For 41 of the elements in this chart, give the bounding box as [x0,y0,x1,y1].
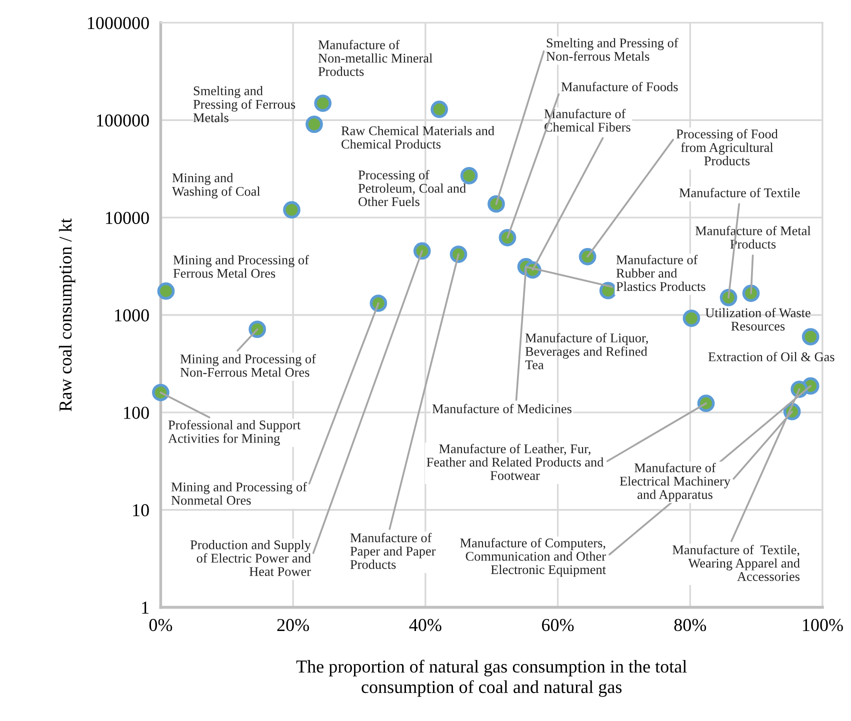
annotation: Manufacture of Foods [561,82,678,92]
annotation: Extraction of Oil & Gas [708,352,834,362]
annotation: Manufacture of Non-metallic Mineral Products [318,40,432,76]
annotation: Manufacture of Rubber and Plastics Products [616,254,706,291]
x-tick-label: 0% [149,618,172,632]
annotation: Manufacture of Liquor, Beverages and Refined Tea [525,333,648,370]
annotation: Manufacture of Medicines [432,404,572,414]
y-tick-label: 10 [133,504,149,516]
annotation: Professional and Support Activities for Mining [168,420,301,446]
x-tick-label: 40% [409,618,442,632]
annotation: Manufacture of Paper and Paper Products [350,532,436,569]
annotation: Utilization of Waste Resources [705,308,810,331]
annotation: Production and Supply of Electric Power and Heat Power [190,540,311,576]
annotation: Raw Chemical Materials and Chemical Products [341,126,494,149]
x-tick-label: 100% [803,618,843,632]
x-axis-title: The proportion of natural gas consumption in the total consumption of coal and natural gas [296,660,687,697]
annotation: Manufacture of Textile [679,188,800,198]
annotation: Manufacture of Electrical Machinery and Apparatus [620,462,730,502]
y-axis-title: Raw coal consumption / kt [58,218,76,412]
annotation: Manufacture of Chemical Fibers [544,108,630,132]
annotation: Mining and Processing of Non-Ferrous Metal Ores [180,354,316,377]
y-tick-label: 100000 [97,114,149,127]
y-tick-label: 1000 [115,309,149,322]
annotation: Mining and Processing of Ferrous Metal Ores [173,255,309,278]
annotation: Manufacture of Leather, Fur, Feather and Related Products and Footwear [426,444,604,480]
y-tick-label: 1 [142,602,149,614]
x-tick-label: 60% [542,618,574,632]
annotation: Smelting and Pressing of Ferrous Metals [193,86,296,122]
x-tick-label: 20% [277,618,309,632]
y-tick-label: 1000000 [88,16,149,30]
annotation: Mining and Washing of Coal [172,173,260,199]
annotation: Smelting and Pressing of Non-ferrous Metals [546,38,678,61]
annotation: Manufacture of Computers, Communication and Other Electronic Equipment [460,538,606,577]
annotation: Manufacture of Textile, Wearing Apparel and Accessories [672,544,800,581]
annotation: Mining and Processing of Nonmetal Ores [171,482,307,505]
y-tick-label: 100 [124,406,149,419]
x-tick-label: 80% [674,618,706,632]
annotation: Manufacture of Metal Products [695,226,811,249]
y-tick-label: 10000 [106,212,149,224]
annotation: Processing of Petroleum, Coal and Other Fuels [358,170,466,206]
annotation: Processing of Food from Agricultural Products [676,129,778,166]
